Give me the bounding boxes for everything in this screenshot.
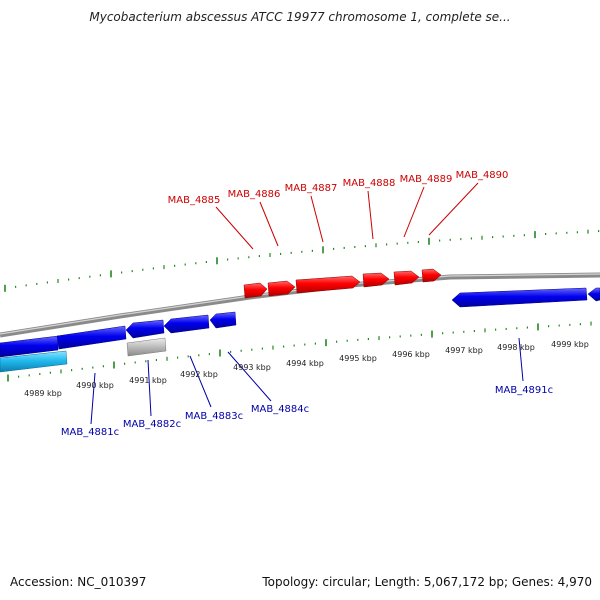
gene-arrow-forward[interactable] (267, 280, 296, 297)
reverse-strand-genes (0, 287, 600, 373)
forward-tick-track (4, 229, 600, 292)
gene-arrow-reverse[interactable] (125, 319, 165, 339)
scale-label: 4993 kbp (233, 363, 271, 372)
gene-arrow-reverse[interactable] (451, 287, 588, 308)
gene-arrow-forward[interactable] (295, 275, 361, 294)
callout-line (367, 190, 374, 240)
gene-arrow-reverse[interactable] (587, 287, 600, 302)
scale-label: 4991 kbp (129, 376, 167, 385)
callout-line (90, 372, 96, 425)
callout-line (428, 182, 479, 236)
scale-label: 4989 kbp (24, 389, 62, 398)
map-title: Mycobacterium abscessus ATCC 19977 chrom… (89, 10, 511, 24)
gene-arrow-reverse[interactable] (163, 314, 210, 334)
forward-strand-genes (243, 268, 442, 299)
scale-label: 4999 kbp (551, 340, 589, 349)
gene-arrow-forward[interactable] (243, 282, 268, 299)
callout-line (310, 195, 324, 243)
callout-line (403, 186, 425, 238)
gene-arrow-forward[interactable] (421, 268, 442, 283)
reverse-tick-track (7, 321, 592, 382)
callout-line (227, 351, 272, 402)
gene-arrow-reverse[interactable] (56, 325, 127, 350)
gene-arrow-reverse[interactable] (209, 311, 237, 329)
gene-label-reverse[interactable]: MAB_4882c (123, 419, 181, 430)
gene-arrow-forward[interactable] (393, 270, 420, 286)
scale-label: 4994 kbp (286, 359, 324, 368)
callout-line (259, 201, 279, 247)
gene-label-forward[interactable]: MAB_4885 (168, 195, 221, 206)
genome-stats-text: Topology: circular; Length: 5,067,172 bp… (262, 575, 592, 589)
gene-label-forward[interactable]: MAB_4890 (456, 170, 509, 181)
scale-label: 4992 kbp (180, 370, 218, 379)
other-feature[interactable] (126, 337, 167, 357)
gene-label-forward[interactable]: MAB_4888 (343, 178, 396, 189)
callout-line (189, 355, 212, 408)
scale-labels: 4989 kbp 4990 kbp 4991 kbp 4992 kbp 4993… (24, 340, 589, 398)
scale-label: 4998 kbp (497, 343, 535, 352)
gene-label-reverse[interactable]: MAB_4884c (251, 404, 309, 415)
gene-label-reverse[interactable]: MAB_4881c (61, 427, 119, 438)
callout-line (147, 359, 152, 417)
gene-label-forward[interactable]: MAB_4889 (400, 174, 453, 185)
callout-line (215, 206, 254, 250)
forward-gene-labels: MAB_4885 MAB_4886 MAB_4887 MAB_4888 MAB_… (168, 170, 509, 250)
scale-label: 4995 kbp (339, 354, 377, 363)
callout-line (518, 337, 524, 382)
gene-label-forward[interactable]: MAB_4886 (228, 189, 281, 200)
gene-arrow-forward[interactable] (362, 272, 390, 288)
scale-label: 4996 kbp (392, 350, 430, 359)
scale-label: 4997 kbp (445, 346, 483, 355)
gene-label-reverse[interactable]: MAB_4891c (495, 385, 553, 396)
gene-label-forward[interactable]: MAB_4887 (285, 183, 338, 194)
gene-arrow-reverse[interactable] (0, 335, 59, 358)
scale-label: 4990 kbp (76, 381, 114, 390)
gene-arrow-reverse[interactable] (0, 350, 68, 373)
accession-text: Accession: NC_010397 (10, 575, 147, 589)
reverse-gene-labels: MAB_4881c MAB_4882c MAB_4883c MAB_4884c … (61, 337, 553, 438)
gene-label-reverse[interactable]: MAB_4883c (185, 411, 243, 422)
